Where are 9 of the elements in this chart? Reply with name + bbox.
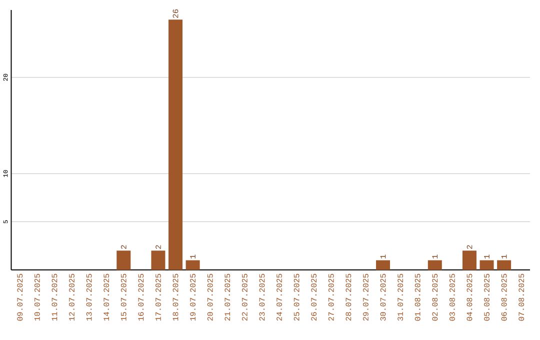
bar [116, 250, 131, 270]
bar [497, 260, 512, 270]
bar [186, 260, 200, 270]
bar [462, 250, 476, 270]
bar [151, 250, 166, 270]
bar [168, 20, 183, 270]
bar [480, 260, 494, 270]
bar [376, 260, 390, 270]
bar [428, 260, 442, 270]
